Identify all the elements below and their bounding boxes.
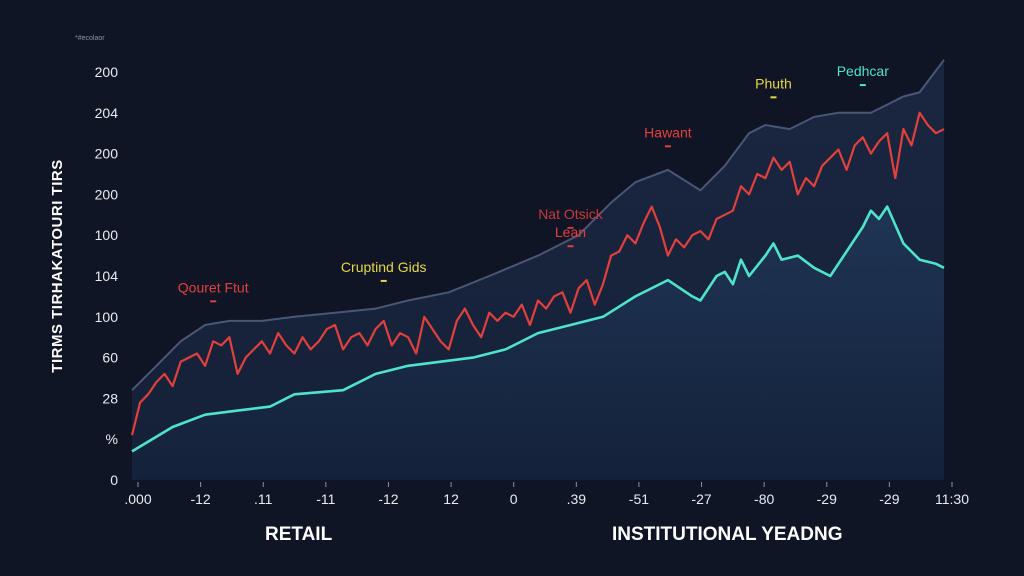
x-tick-label: .000 [124,491,151,507]
annotation-label: Nat Otsick [538,206,604,222]
category-label-institutional: INSTITUTIONAL YEADNG [612,524,842,545]
y-axis-label: TIRMS TIRHAKATOURI TIRS [49,159,66,372]
x-tick-label: .39 [567,491,587,507]
x-tick-label: -80 [754,491,774,507]
y-tick-label: 60 [102,350,118,366]
y-tick-label: 200 [95,146,119,162]
x-tick-label: -11 [316,491,335,507]
y-tick-label: 204 [95,105,119,121]
y-tick-label: 104 [95,268,119,284]
x-tick-label: 0 [510,491,518,507]
annotation-label: Pedhcar [837,63,889,79]
y-tick-label: 28 [102,390,118,406]
y-tick-label: 100 [95,227,119,243]
x-tick-label: -12 [190,491,210,507]
category-label-retail: RETAIL [265,524,333,545]
plot-area [130,59,945,480]
y-tick-label: 200 [95,186,119,202]
annotation-label: Cruptind Gids [341,259,427,275]
y-tick-label: 0 [110,472,118,488]
annotation-label: Phuth [755,75,792,91]
series-line-envelope [131,59,945,391]
annotation-label: Lean [555,224,586,240]
axes: 0% 28 60 100 104 100 200 200 204 200 .000 -12 .11 -11… [95,64,970,507]
teal-area-fill [132,206,944,480]
y-tick-label: 100 [95,309,119,325]
annotation-marker [380,279,387,282]
x-tick-label: -29 [817,491,837,507]
corner-note: *#ecolaor [75,35,105,42]
annotation-label: Hawant [644,124,692,140]
x-tick-label: 11:30 [935,491,969,507]
x-tick-label: -29 [879,491,899,507]
annotation-marker [567,226,574,229]
annotation-marker [859,84,866,87]
x-tick-label: 12 [443,491,459,507]
annotations: Qouret Ftut Cruptind Gids Nat Otsick Lean Ha… [178,63,889,303]
series-line-red [130,111,945,436]
x-tick-label: -27 [691,491,711,507]
annotation-marker [770,96,777,99]
annotation-label: Qouret Ftut [178,279,249,295]
annotation-marker [567,245,574,248]
annotation-marker [210,300,217,303]
series-line-teal [131,205,945,453]
x-tick-label: .11 [254,491,273,507]
y-tick-label: % [106,431,118,447]
x-tick-label: -51 [629,491,649,507]
y-tick-label: 200 [95,64,119,80]
x-tick-label: -12 [378,491,398,507]
annotation-marker [664,145,671,148]
